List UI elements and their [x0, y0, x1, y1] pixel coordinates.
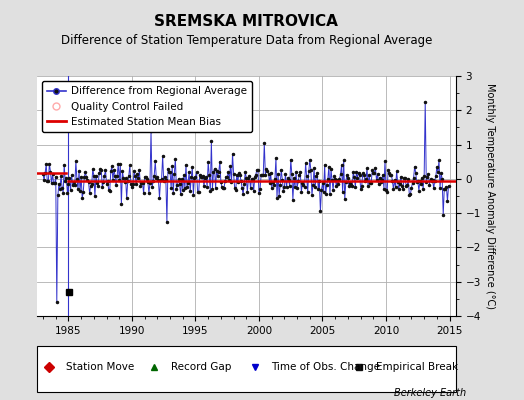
Y-axis label: Monthly Temperature Anomaly Difference (°C): Monthly Temperature Anomaly Difference (… — [485, 83, 495, 309]
Legend: Difference from Regional Average, Quality Control Failed, Estimated Station Mean: Difference from Regional Average, Qualit… — [42, 81, 252, 132]
Text: SREMSKA MITROVICA: SREMSKA MITROVICA — [155, 14, 338, 29]
Text: Record Gap: Record Gap — [171, 362, 231, 372]
Text: Difference of Station Temperature Data from Regional Average: Difference of Station Temperature Data f… — [61, 34, 432, 47]
Text: Station Move: Station Move — [66, 362, 134, 372]
Text: Empirical Break: Empirical Break — [376, 362, 458, 372]
Text: Berkeley Earth: Berkeley Earth — [394, 388, 466, 398]
FancyBboxPatch shape — [37, 346, 456, 392]
Text: Time of Obs. Change: Time of Obs. Change — [271, 362, 380, 372]
